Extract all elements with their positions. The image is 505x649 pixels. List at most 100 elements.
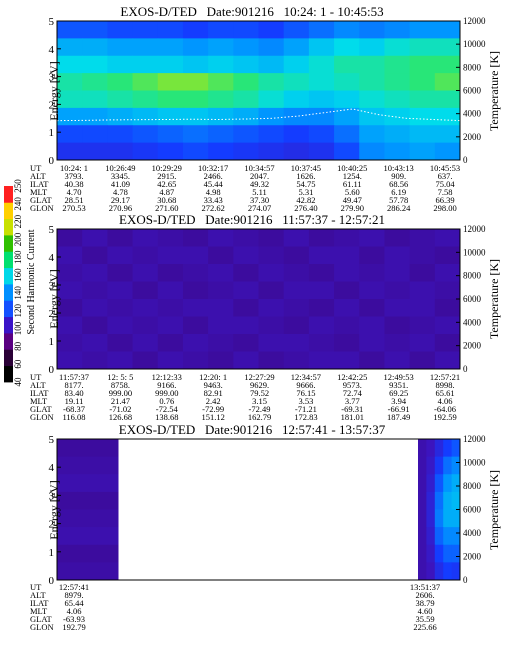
heatmap-cell (308, 107, 335, 126)
orbit-cell-glat: 42.82 (296, 195, 315, 205)
heatmap-cell (384, 21, 411, 39)
heatmap-cell (233, 351, 259, 370)
heatmap-cell (334, 334, 360, 352)
heatmap-cell (283, 281, 310, 300)
colorbar-ticks: 40 60 80 100 120 140 160 180 200 220 240 250 (13, 179, 23, 387)
heatmap-cell (77, 527, 88, 546)
heatmap-cell (443, 509, 453, 528)
orbit-cell-ut: 10:34:57 (244, 163, 274, 173)
heatmap-cell (334, 125, 360, 144)
orbit-cell-mlt: 3.77 (345, 396, 360, 406)
heatmap-cell (67, 491, 78, 510)
heatmap-cell (283, 90, 310, 109)
y-tick-label-right: 6000 (463, 86, 482, 96)
heatmap-cell (384, 351, 411, 370)
heatmap-cell (87, 439, 99, 458)
heatmap-cell (426, 491, 436, 510)
orbit-cell-alt: 2466. (204, 171, 223, 181)
panel-1-title: EXOS-D/TED Date:901216 10:24: 1 - 10:45:… (120, 4, 383, 19)
heatmap-cell (157, 142, 184, 161)
heatmap-cell (132, 107, 159, 126)
heatmap-cell (308, 316, 335, 335)
heatmap-cell (443, 544, 453, 563)
heatmap-cell (82, 316, 108, 335)
colorbar-tick-label: 40 (13, 377, 23, 387)
y-tick-label-right: 12000 (463, 16, 486, 26)
heatmap-cell (334, 299, 360, 317)
heatmap-cell (359, 125, 385, 144)
colorbar-tick-label: 80 (13, 341, 23, 351)
orbit-cell-ilat: 38.79 (415, 598, 434, 608)
heatmap-cell (57, 246, 83, 265)
y-tick-label: 1 (49, 547, 55, 559)
orbit-cell-mlt: 4.06 (438, 396, 453, 406)
heatmap-cell (208, 246, 234, 265)
heatmap-cell (258, 142, 285, 161)
y-tick-label-right: 6000 (463, 294, 482, 304)
heatmap-cell (434, 299, 461, 317)
heatmap-cell (132, 281, 159, 300)
heatmap-cell (434, 21, 461, 39)
orbit-cell-ilat: 82.91 (204, 388, 223, 398)
heatmap-cell (157, 246, 184, 265)
heatmap-cell (233, 55, 259, 74)
heatmap-cell (157, 299, 184, 317)
heatmap-cell (283, 316, 310, 335)
heatmap-cell (107, 562, 119, 581)
orbit-cell-ilat: 61.11 (343, 179, 362, 189)
orbit-cell-glon: 272.62 (201, 203, 224, 213)
heatmap-cell (359, 246, 385, 265)
heatmap-cell (107, 90, 134, 109)
panel-2-orbit-table: UTALTILATMLTGLATGLON11:57:378177.83.4019… (30, 372, 460, 422)
heatmap-cell (308, 264, 335, 282)
heatmap-cell (359, 73, 385, 91)
heatmap-cell (57, 439, 68, 458)
heatmap-cell (208, 21, 234, 39)
heatmap-cell (57, 281, 83, 300)
heatmap-cell (107, 544, 119, 563)
heatmap-cell (208, 281, 234, 300)
orbit-cell-ut: 12:12:33 (152, 372, 182, 382)
orbit-cell-glat: -68.37 (63, 404, 85, 414)
heatmap-cell (283, 73, 310, 91)
heatmap-cell (258, 281, 285, 300)
y-tick-label-right: 2000 (463, 341, 482, 351)
heatmap-cell (334, 21, 360, 39)
heatmap-cell (182, 125, 209, 144)
heatmap-cell (157, 21, 184, 39)
heatmap-cell (434, 456, 444, 475)
heatmap-cell (426, 439, 436, 458)
heatmap-cell (258, 264, 285, 282)
heatmap-cell (87, 544, 99, 563)
orbit-cell-mlt: 3.53 (298, 396, 313, 406)
heatmap-cell (57, 21, 83, 39)
heatmap-cell (418, 474, 427, 493)
heatmap-cell (132, 299, 159, 317)
y-tick-label: 1 (49, 127, 55, 139)
colorbar-label: Second Harmonic Current (26, 229, 37, 334)
heatmap-cell (97, 509, 109, 528)
heatmap-cell (233, 142, 259, 161)
orbit-cell-glat: 28.51 (64, 195, 83, 205)
heatmap-cell (107, 125, 134, 144)
panel-3-y-ticks: 0 1 2 3 4 5 (49, 434, 61, 587)
colorbar-tick-label: 240 (13, 197, 23, 211)
heatmap-cell (182, 21, 209, 39)
heatmap-cell (334, 246, 360, 265)
heatmap-cell (157, 73, 184, 91)
y-tick-label: 3 (49, 72, 55, 84)
orbit-cell-glat: -71.02 (109, 404, 131, 414)
heatmap-cell (409, 38, 436, 57)
heatmap-cell (77, 456, 88, 475)
orbit-cell-glat: 57.78 (389, 195, 408, 205)
heatmap-cell (233, 264, 259, 282)
colorbar-tick-label: 220 (13, 214, 23, 228)
heatmap-cell (258, 55, 285, 74)
heatmap-cell (157, 107, 184, 126)
heatmap-cell (283, 299, 310, 317)
heatmap-cell (409, 21, 436, 39)
orbit-cell-glon: 276.40 (294, 203, 317, 213)
heatmap-cell (77, 491, 88, 510)
heatmap-cell (157, 316, 184, 335)
